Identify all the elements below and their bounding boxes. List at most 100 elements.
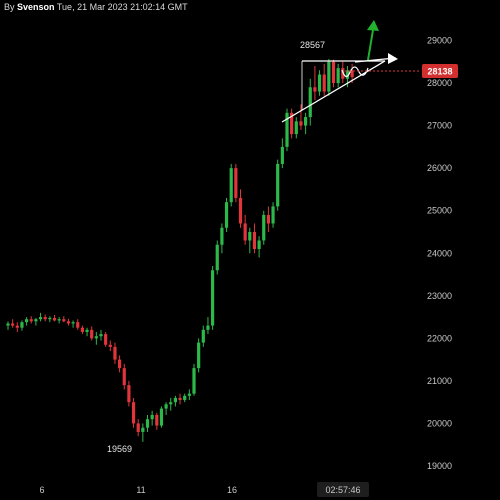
candle — [229, 163, 233, 207]
candle — [276, 159, 280, 211]
candle — [43, 314, 47, 322]
candle-body — [62, 319, 66, 322]
y-tick-label: 28000 — [427, 78, 452, 88]
candle-body — [29, 319, 33, 322]
candle-body — [136, 423, 140, 432]
candle-body — [48, 317, 52, 320]
x-tick-label: 16 — [227, 485, 237, 495]
candle — [178, 393, 182, 405]
candle — [201, 325, 205, 347]
candle-body — [113, 346, 117, 360]
candle — [11, 319, 15, 328]
candle-body — [52, 317, 57, 321]
candle-body — [183, 395, 187, 401]
candle-body — [294, 121, 298, 135]
candle-body — [122, 368, 126, 386]
candle — [150, 410, 154, 426]
candle-body — [290, 112, 294, 135]
candle — [197, 338, 201, 373]
candle — [85, 327, 89, 337]
candle-body — [317, 74, 322, 92]
y-tick-label: 27000 — [427, 121, 452, 131]
candle — [211, 266, 215, 330]
candle-body — [234, 168, 238, 198]
candle-body — [336, 68, 340, 84]
triangle-support-line — [281, 60, 386, 123]
candle-body — [90, 329, 94, 339]
y-tick-label: 25000 — [427, 206, 452, 216]
y-axis[interactable]: 19000 20000 21000 22000 23000 24000 25000 26000… — [427, 36, 452, 472]
candle — [66, 318, 71, 326]
candle-body — [108, 344, 112, 347]
time-readout-value: 02:57:46 — [325, 485, 360, 495]
x-axis[interactable]: 6 11 16 — [39, 485, 237, 495]
candle-body — [159, 408, 164, 426]
candle — [48, 316, 52, 323]
candle — [285, 108, 289, 152]
candle-body — [187, 393, 191, 396]
current-price-badge: 28138 — [422, 64, 458, 78]
candle-body — [206, 325, 210, 330]
y-tick-label: 20000 — [427, 418, 452, 428]
candle — [76, 319, 80, 330]
candle-body — [220, 227, 224, 245]
candle-body — [118, 359, 122, 369]
candle — [94, 331, 98, 345]
candle-body — [276, 163, 280, 207]
candle-body — [262, 214, 266, 241]
candle-body — [15, 325, 19, 328]
candle — [34, 317, 38, 326]
candle-body — [350, 70, 354, 78]
candle — [141, 423, 145, 442]
candle-body — [238, 197, 243, 224]
candle — [322, 63, 326, 96]
candle-body — [243, 223, 247, 241]
candle — [224, 197, 229, 232]
candle — [62, 316, 66, 323]
y-tick-label: 22000 — [427, 333, 452, 343]
candle-body — [34, 319, 38, 322]
candle — [317, 70, 322, 96]
candle — [131, 397, 136, 428]
candle-body — [280, 146, 284, 164]
candle-body — [192, 368, 196, 394]
y-tick-label: 29000 — [427, 36, 452, 46]
candle-body — [57, 319, 61, 321]
candle-body — [248, 231, 252, 241]
author-name[interactable]: Svenson — [17, 2, 55, 12]
y-tick-label: 26000 — [427, 163, 452, 173]
candle — [6, 321, 10, 330]
candle — [220, 223, 224, 254]
candle-body — [127, 385, 131, 403]
candle-body — [211, 270, 215, 326]
candle — [136, 419, 140, 437]
candle — [80, 325, 84, 335]
candle-body — [201, 329, 205, 343]
breakout-arrow — [367, 20, 379, 61]
candle-body — [215, 244, 219, 271]
candle-body — [266, 214, 270, 224]
candle-body — [155, 414, 159, 426]
candle — [192, 363, 196, 396]
chart-header: By Svenson Tue, 21 Mar 2023 21:02:14 GMT — [4, 2, 188, 12]
candle — [271, 202, 275, 228]
time-readout: 02:57:46 — [317, 482, 369, 497]
candle-body — [322, 74, 326, 92]
candle-body — [304, 117, 308, 126]
y-tick-label: 21000 — [427, 376, 452, 386]
candle-body — [99, 334, 103, 337]
candle-body — [11, 323, 15, 326]
candle-body — [252, 231, 257, 249]
candle — [206, 317, 210, 335]
candle-body — [150, 414, 154, 420]
candle — [331, 59, 336, 88]
candle-body — [178, 397, 182, 401]
candle — [266, 206, 270, 232]
candle — [20, 320, 24, 331]
candle — [243, 214, 247, 245]
candle-body — [145, 419, 150, 428]
candle — [187, 389, 191, 401]
y-tick-label: 24000 — [427, 248, 452, 258]
candle-body — [224, 202, 229, 228]
